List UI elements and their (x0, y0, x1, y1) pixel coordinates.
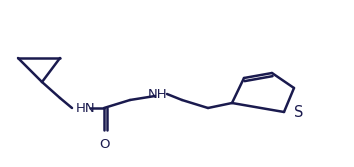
Text: O: O (99, 138, 109, 151)
Text: S: S (294, 105, 303, 120)
Text: NH: NH (148, 88, 168, 101)
Text: HN: HN (76, 102, 96, 115)
